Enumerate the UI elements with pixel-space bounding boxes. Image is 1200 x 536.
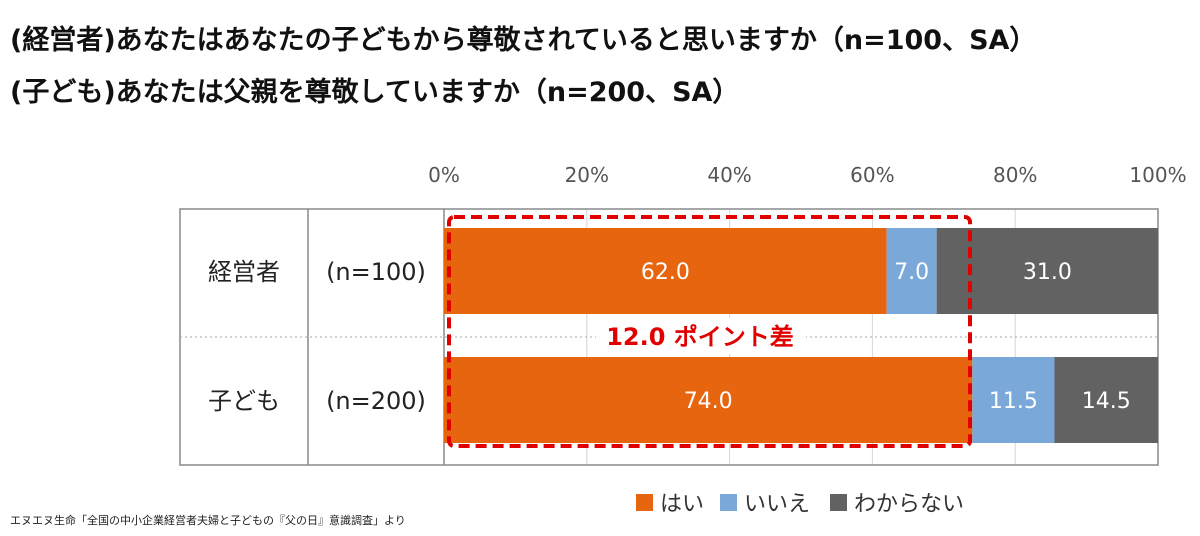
data-label: 62.0 xyxy=(641,260,690,285)
sample-size-label: (n=100) xyxy=(326,258,426,286)
highlight-box xyxy=(447,215,972,448)
bar-segment xyxy=(444,228,887,314)
data-label: 7.0 xyxy=(894,260,929,285)
x-tick-label: 20% xyxy=(565,163,609,187)
difference-annotation: 12.0 ポイント差 xyxy=(606,323,794,351)
source-note: エヌエヌ生命「全国の中小企業経営者夫婦と子どもの『父の日』意識調査」より xyxy=(10,514,406,527)
bar-segment xyxy=(972,357,1055,443)
x-tick-label: 40% xyxy=(707,163,751,187)
category-label: 子ども xyxy=(208,387,280,415)
legend-label: はい xyxy=(660,492,704,517)
x-tick-label: 80% xyxy=(993,163,1037,187)
data-label: 31.0 xyxy=(1023,260,1072,285)
legend-swatch xyxy=(720,494,737,511)
chart-title-line-1: (経営者)あなたはあなたの子どもから尊敬されていると思いますか（n=100、SA… xyxy=(10,25,1037,56)
legend-label: わからない xyxy=(854,492,964,517)
legend-label: いいえ xyxy=(744,492,810,517)
x-tick-label: 60% xyxy=(850,163,894,187)
data-label: 11.5 xyxy=(989,389,1038,414)
bar-segment xyxy=(1054,357,1158,443)
bar-segment xyxy=(886,228,937,314)
x-tick-label: 100% xyxy=(1129,163,1186,187)
sample-size-label: (n=200) xyxy=(326,387,426,415)
data-label: 74.0 xyxy=(684,389,733,414)
legend-swatch xyxy=(830,494,847,511)
legend-swatch xyxy=(636,494,653,511)
x-tick-label: 0% xyxy=(428,163,460,187)
chart-title-line-2: (子ども)あなたは父親を尊敬していますか（n=200、SA） xyxy=(10,77,740,108)
bar-segment xyxy=(444,357,973,443)
bar-segment xyxy=(936,228,1158,314)
data-label: 14.5 xyxy=(1082,389,1131,414)
annotation-background xyxy=(596,318,806,354)
category-label: 経営者 xyxy=(208,258,280,286)
